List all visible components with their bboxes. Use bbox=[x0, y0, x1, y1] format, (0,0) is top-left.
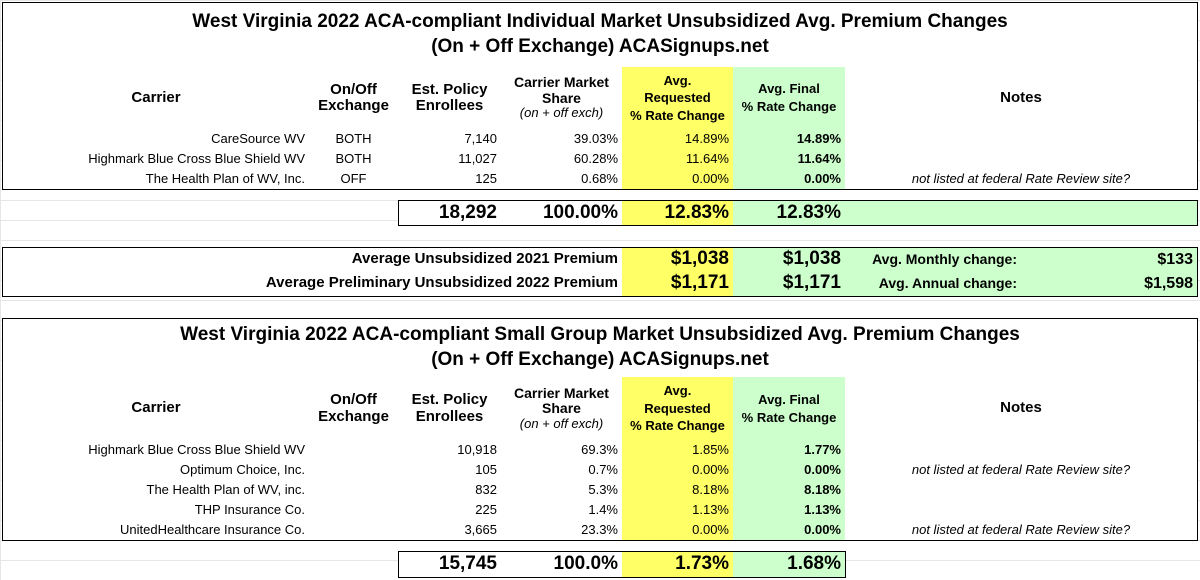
small-group-header-enrollees: Est. Policy Enrollees bbox=[398, 377, 502, 441]
individual-title-line1: West Virginia 2022 ACA-compliant Individ… bbox=[192, 11, 1008, 33]
small-group-carrier-cell: Highmark Blue Cross Blue Shield WV bbox=[2, 440, 310, 461]
individual-notes-cell bbox=[845, 149, 1198, 170]
small-group-enrollees-cell: 832 bbox=[398, 480, 502, 501]
small-group-total-enrollees: 15,745 bbox=[398, 551, 502, 578]
small-group-requested-cell: 0.00% bbox=[622, 460, 734, 481]
individual-exchange-cell: OFF bbox=[309, 169, 399, 190]
small-group-title-line1: West Virginia 2022 ACA-compliant Small G… bbox=[180, 324, 1020, 346]
small-group-exchange-cell bbox=[309, 460, 399, 481]
small-group-carrier-cell: The Health Plan of WV, inc. bbox=[2, 480, 310, 501]
individual-header-enrollees: Est. Policy Enrollees bbox=[398, 67, 502, 130]
individual-enrollees-cell: 125 bbox=[398, 169, 502, 190]
small-group-requested-cell: 1.13% bbox=[622, 500, 734, 521]
small-group-final-cell: 8.18% bbox=[733, 480, 846, 501]
small-group-share-cell: 1.4% bbox=[501, 500, 623, 521]
small-group-requested-cell: 1.85% bbox=[622, 440, 734, 461]
small-group-header-onoff: On/Off Exchange bbox=[309, 377, 399, 441]
premium-2022-final: $1,171 bbox=[733, 271, 846, 297]
small-group-final-cell: 0.00% bbox=[733, 460, 846, 481]
individual-header-onoff: On/Off Exchange bbox=[309, 67, 399, 130]
individual-share-cell: 0.68% bbox=[501, 169, 623, 190]
small-group-share-cell: 69.3% bbox=[501, 440, 623, 461]
small-group-header-final: Avg. Final% Rate Change bbox=[733, 377, 846, 441]
small-group-header-carrier: Carrier bbox=[2, 377, 310, 441]
small-group-title: West Virginia 2022 ACA-compliant Small G… bbox=[2, 318, 1198, 378]
individual-title-line2: (On + Off Exchange) ACASignups.net bbox=[431, 36, 769, 57]
individual-final-cell: 0.00% bbox=[733, 169, 846, 190]
individual-header-share: Carrier Market Share (on + off exch) bbox=[501, 67, 623, 130]
individual-carrier-cell: CareSource WV bbox=[2, 129, 310, 150]
individual-requested-cell: 11.64% bbox=[622, 149, 734, 170]
small-group-carrier-cell: THP Insurance Co. bbox=[2, 500, 310, 521]
individual-enrollees-cell: 7,140 bbox=[398, 129, 502, 150]
small-group-share-cell: 0.7% bbox=[501, 460, 623, 481]
individual-share-cell: 60.28% bbox=[501, 149, 623, 170]
small-group-notes-cell bbox=[845, 500, 1198, 521]
individual-header-notes: Notes bbox=[845, 67, 1198, 130]
individual-total-requested: 12.83% bbox=[622, 200, 734, 226]
small-group-enrollees-cell: 225 bbox=[398, 500, 502, 521]
small-group-share-cell: 5.3% bbox=[501, 480, 623, 501]
small-group-header-notes: Notes bbox=[845, 377, 1198, 441]
small-group-exchange-cell bbox=[309, 440, 399, 461]
individual-requested-cell: 14.89% bbox=[622, 129, 734, 150]
small-group-header-share: Carrier Market Share (on + off exch) bbox=[501, 377, 623, 441]
premium-2022-label: Average Preliminary Unsubsidized 2022 Pr… bbox=[2, 271, 623, 297]
small-group-carrier-cell: Optimum Choice, Inc. bbox=[2, 460, 310, 481]
small-group-exchange-cell bbox=[309, 520, 399, 541]
small-group-requested-cell: 0.00% bbox=[622, 520, 734, 541]
individual-notes-cell: not listed at federal Rate Review site? bbox=[845, 169, 1198, 190]
small-group-notes-cell: not listed at federal Rate Review site? bbox=[845, 520, 1198, 541]
monthly-change-label: Avg. Monthly change: bbox=[845, 247, 1022, 272]
individual-total-final: 12.83% bbox=[733, 200, 846, 226]
small-group-enrollees-cell: 3,665 bbox=[398, 520, 502, 541]
small-group-title-line2: (On + Off Exchange) ACASignups.net bbox=[431, 349, 769, 370]
individual-exchange-cell: BOTH bbox=[309, 149, 399, 170]
small-group-enrollees-cell: 105 bbox=[398, 460, 502, 481]
individual-total-enrollees: 18,292 bbox=[398, 200, 502, 226]
individual-carrier-cell: Highmark Blue Cross Blue Shield WV bbox=[2, 149, 310, 170]
monthly-change-value: $133 bbox=[1021, 247, 1198, 272]
individual-total-notes bbox=[845, 200, 1198, 226]
individual-final-cell: 14.89% bbox=[733, 129, 846, 150]
annual-change-value: $1,598 bbox=[1021, 271, 1198, 297]
small-group-final-cell: 1.13% bbox=[733, 500, 846, 521]
individual-total-share: 100.00% bbox=[501, 200, 623, 226]
small-group-header-requested: Avg. Requested% Rate Change bbox=[622, 377, 734, 441]
small-group-notes-cell bbox=[845, 440, 1198, 461]
small-group-final-cell: 1.77% bbox=[733, 440, 846, 461]
premium-2021-requested: $1,038 bbox=[622, 247, 734, 272]
small-group-enrollees-cell: 10,918 bbox=[398, 440, 502, 461]
small-group-total-share: 100.0% bbox=[501, 551, 623, 578]
small-group-notes-cell: not listed at federal Rate Review site? bbox=[845, 460, 1198, 481]
premium-2022-requested: $1,171 bbox=[622, 271, 734, 297]
small-group-total-final: 1.68% bbox=[733, 551, 846, 578]
individual-header-final: Avg. Final% Rate Change bbox=[733, 67, 846, 130]
small-group-exchange-cell bbox=[309, 480, 399, 501]
small-group-total-requested: 1.73% bbox=[622, 551, 734, 578]
individual-title: West Virginia 2022 ACA-compliant Individ… bbox=[2, 2, 1198, 68]
small-group-exchange-cell bbox=[309, 500, 399, 521]
premium-2021-label: Average Unsubsidized 2021 Premium bbox=[2, 247, 623, 272]
small-group-notes-cell bbox=[845, 480, 1198, 501]
individual-enrollees-cell: 11,027 bbox=[398, 149, 502, 170]
individual-carrier-cell: The Health Plan of WV, Inc. bbox=[2, 169, 310, 190]
small-group-final-cell: 0.00% bbox=[733, 520, 846, 541]
individual-header-requested: Avg. Requested% Rate Change bbox=[622, 67, 734, 130]
individual-share-cell: 39.03% bbox=[501, 129, 623, 150]
annual-change-label: Avg. Annual change: bbox=[845, 271, 1022, 297]
individual-notes-cell bbox=[845, 129, 1198, 150]
small-group-share-cell: 23.3% bbox=[501, 520, 623, 541]
individual-header-carrier: Carrier bbox=[2, 67, 310, 130]
small-group-requested-cell: 8.18% bbox=[622, 480, 734, 501]
individual-requested-cell: 0.00% bbox=[622, 169, 734, 190]
individual-final-cell: 11.64% bbox=[733, 149, 846, 170]
small-group-carrier-cell: UnitedHealthcare Insurance Co. bbox=[2, 520, 310, 541]
premium-2021-final: $1,038 bbox=[733, 247, 846, 272]
individual-exchange-cell: BOTH bbox=[309, 129, 399, 150]
